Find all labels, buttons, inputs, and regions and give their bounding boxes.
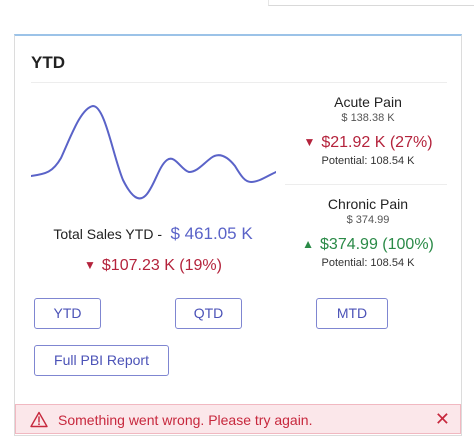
full-pbi-report-button[interactable]: Full PBI Report — [34, 345, 169, 376]
metric-chronic-pain: Chronic Pain $ 374.99 ▲ $374.99 (100%) Po… — [283, 196, 453, 269]
ytd-button[interactable]: YTD — [34, 298, 101, 329]
total-sales-value: $ 461.05 K — [170, 224, 253, 243]
metric-sub-value: $ 374.99 — [346, 214, 390, 226]
metric-delta-value: $374.99 (100%) — [320, 236, 434, 253]
metric-divider — [285, 184, 447, 185]
card-title: YTD — [31, 53, 65, 72]
sparkline-path — [31, 104, 276, 200]
sales-sparkline — [31, 104, 276, 200]
error-message-bar: Something went wrong. Please try again. … — [15, 404, 461, 434]
metric-acute-pain: Acute Pain $ 138.38 K ▼ $21.92 K (27%) Po… — [283, 94, 453, 167]
warning-triangle-icon — [30, 411, 48, 428]
triangle-up-icon: ▲ — [302, 237, 315, 251]
top-window-edge — [268, 0, 474, 6]
triangle-down-icon: ▼ — [303, 135, 316, 149]
metric-name: Chronic Pain — [327, 196, 409, 212]
qtd-button[interactable]: QTD — [175, 298, 242, 329]
metric-sub-value: $ 138.38 K — [341, 112, 395, 124]
metric-delta: ▲ $374.99 (100%) — [283, 236, 453, 254]
total-change-row: ▼ $107.23 K (19%) — [15, 257, 291, 275]
metric-potential: Potential: 108.54 K — [321, 257, 415, 269]
total-sales-label: Total Sales YTD - — [53, 226, 162, 242]
triangle-down-icon: ▼ — [84, 258, 96, 272]
total-change-value: $107.23 K (19%) — [101, 257, 222, 274]
metric-delta: ▼ $21.92 K (27%) — [283, 134, 453, 152]
metric-name: Acute Pain — [334, 94, 402, 110]
ytd-sales-card: YTD Total Sales YTD - $ 461.05 K ▼ $107.2… — [14, 34, 462, 436]
mtd-button[interactable]: MTD — [316, 298, 388, 329]
metric-delta-value: $21.92 K (27%) — [321, 134, 433, 151]
title-divider — [31, 82, 447, 83]
error-message-text: Something went wrong. Please try again. — [58, 412, 313, 428]
close-icon[interactable]: ✕ — [434, 409, 450, 429]
metric-potential: Potential: 108.54 K — [321, 155, 415, 167]
total-sales-row: Total Sales YTD - $ 461.05 K — [15, 224, 291, 244]
